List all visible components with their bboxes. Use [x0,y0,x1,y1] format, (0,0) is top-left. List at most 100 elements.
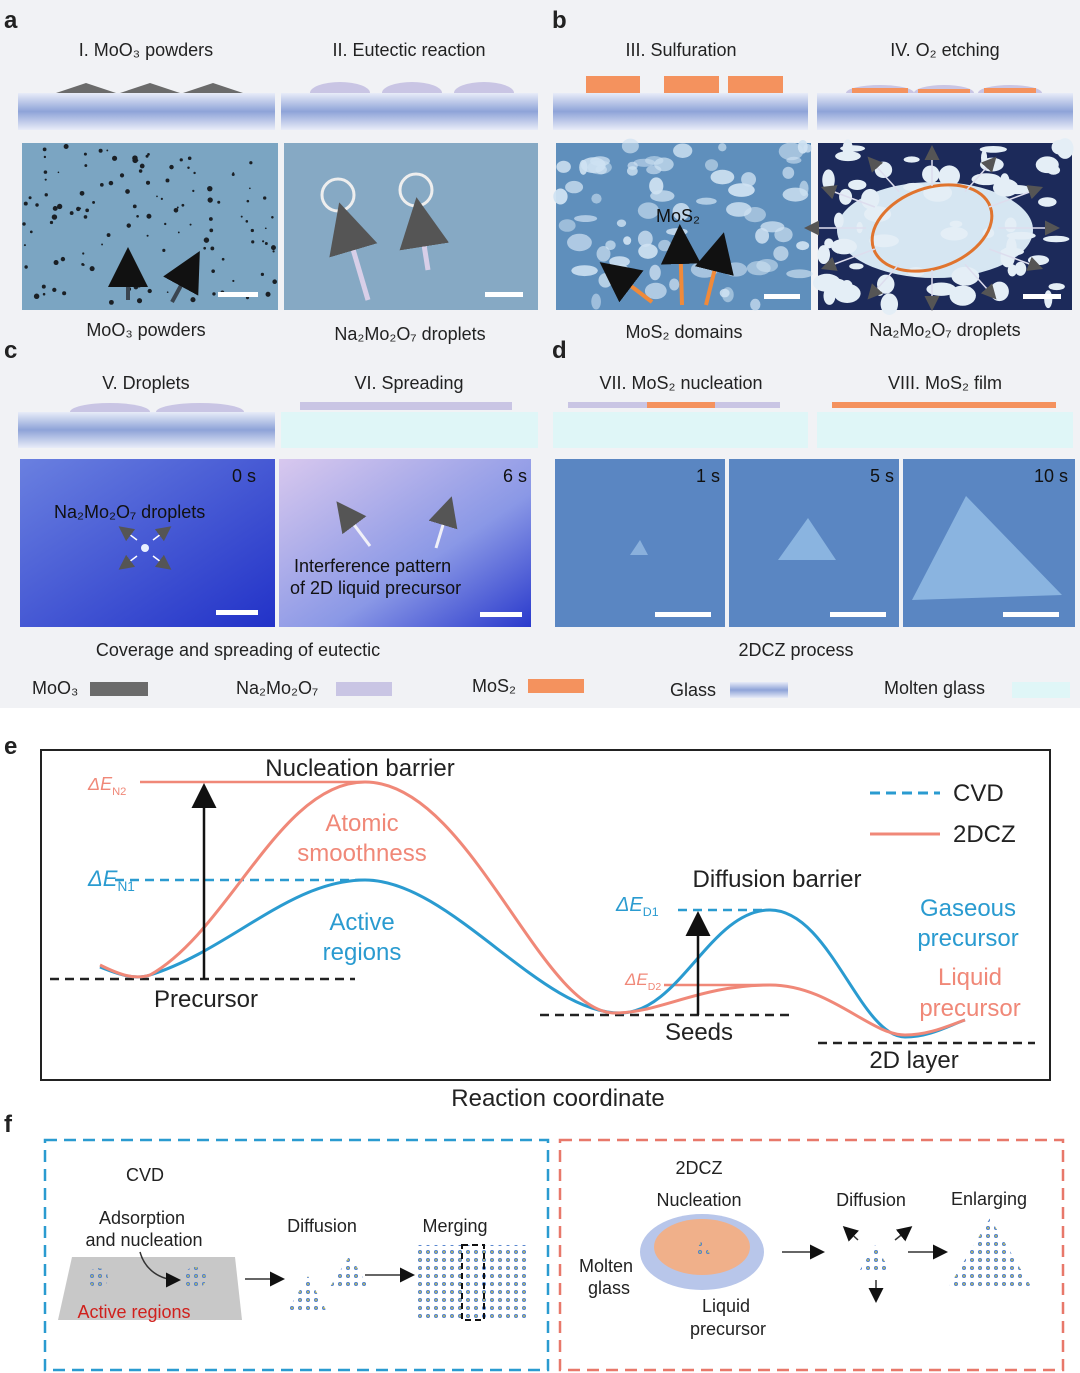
blob [1000,247,1024,256]
moo3-powder [183,83,243,93]
frame [40,749,1051,1081]
speckle [49,220,54,225]
flake [673,143,693,158]
micrograph [22,143,278,310]
speckle [263,196,267,200]
axis-label: Reaction coordinate [451,1085,664,1112]
flake [605,240,616,251]
annotation: Nucleation barrier [265,755,454,782]
blob [1046,165,1061,175]
caption: Na₂Mo₂O₇ droplets [334,324,485,344]
legend-label: Glass [670,680,716,700]
speckle [262,240,265,243]
speckle [240,215,243,218]
speckle [209,228,214,233]
speckle [217,200,221,204]
mos2-film [832,402,1056,408]
energy-symbol: ΔE [615,894,643,916]
moo3-powder [56,83,116,93]
flake [654,157,674,172]
grain-boundary [461,1244,485,1321]
blob [833,283,861,303]
scale-bar [216,610,258,615]
speckle [23,244,26,247]
label: Active regions [77,1302,190,1322]
label: Merging [422,1216,487,1236]
speckle [249,187,251,190]
flake [567,233,592,252]
caption: Coverage and spreading of eutectic [96,640,380,660]
ray [820,185,876,208]
speckle [192,189,195,193]
speckle [176,206,179,209]
speckle [112,155,118,161]
blob [1004,217,1017,233]
speckle [232,279,235,283]
speckle [83,152,87,156]
ray [988,248,1044,271]
arrows [118,526,172,570]
speckle [79,207,82,210]
annotation: Precursor [154,986,258,1013]
blob [949,220,963,228]
speckle [147,288,152,294]
legend-label: MoS₂ [472,676,516,696]
flake [598,273,613,288]
label: Enlarging [951,1189,1027,1209]
flake [571,265,598,277]
label: Diffusion [287,1216,357,1236]
speckle [81,262,85,266]
speckle [28,196,32,200]
mos2-block [984,88,1036,93]
time-label: 6 s [503,466,527,486]
blob [949,285,976,306]
image-label: of 2D liquid precursor [290,578,461,598]
label: precursor [690,1319,766,1339]
blob [922,165,940,184]
label: and nucleation [85,1230,202,1250]
flake [637,230,653,247]
annotation: Gaseous [920,895,1016,922]
annotation: 2D layer [869,1047,958,1074]
energy-diagram: Nucleation barrier ΔEN2 ΔEN1 Atomic smoo… [40,749,1051,1081]
speckle [63,143,69,149]
step-title: II. Eutectic reaction [332,40,485,60]
blob [1003,184,1032,195]
flake [741,172,757,187]
speckle [22,222,26,226]
speckle [43,155,47,159]
glass [553,93,808,130]
speckle [41,284,46,289]
legend-label: Na₂Mo₂O₇ [236,678,318,698]
speckle [108,299,114,305]
flake [621,138,639,154]
flake [644,282,667,300]
arrow [336,501,372,547]
annotation: Diffusion barrier [693,866,862,893]
scale-bar [1023,294,1061,299]
merged-film [418,1245,528,1320]
glass [281,93,538,130]
flake [649,264,661,281]
speckle [145,154,149,158]
flake [710,169,735,185]
blob [849,263,864,270]
cluster [184,1267,206,1289]
micrographs: MoS₂ [22,138,1074,315]
blob [926,282,956,296]
flake [746,260,771,276]
flake [669,278,680,291]
speckle [169,164,174,170]
glass [18,412,275,448]
micrograph [279,459,531,627]
speckle [57,171,60,174]
speckle [179,158,183,162]
energy-label: ΔEN1 [87,866,135,894]
speckle [264,227,267,230]
speckle [44,178,47,181]
flake [755,227,770,244]
annotation: Active [329,909,394,936]
energy-symbol: ΔE [87,774,113,794]
speckle [203,237,210,243]
flake [704,159,719,171]
